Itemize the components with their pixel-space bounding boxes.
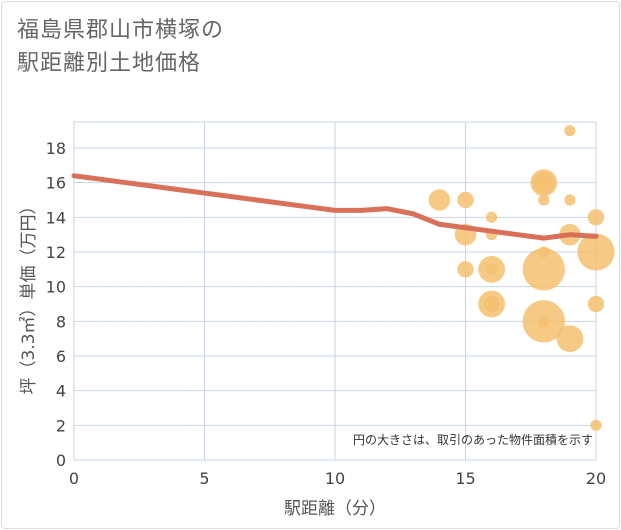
y-tick-label: 18 — [46, 139, 66, 158]
x-tick-label: 20 — [586, 469, 606, 488]
y-tick-label: 0 — [56, 451, 66, 470]
trend-line — [71, 173, 599, 241]
x-tick-label: 10 — [325, 469, 345, 488]
size-annotation: 円の大きさは、取引のあった物件面積を示す — [353, 432, 593, 447]
y-tick-label: 8 — [56, 312, 66, 331]
data-bubble — [457, 261, 474, 278]
title-line-1: 福島県郡山市横塚の — [17, 18, 225, 43]
data-bubble — [538, 194, 550, 206]
y-tick-label: 2 — [56, 416, 66, 435]
y-tick-label: 12 — [46, 243, 66, 262]
data-bubble — [538, 246, 550, 258]
data-bubble — [587, 209, 605, 226]
y-tick-label: 14 — [46, 208, 66, 227]
data-bubble — [587, 295, 605, 313]
data-bubble — [556, 325, 584, 353]
data-bubble — [564, 194, 576, 206]
x-tick-label: 15 — [455, 469, 475, 488]
chart-title: 福島県郡山市横塚の 駅距離別土地価格 — [17, 14, 224, 80]
data-bubble — [486, 263, 498, 275]
trend-series — [71, 173, 599, 241]
data-bubble — [428, 189, 451, 211]
y-tick-label: 4 — [56, 382, 66, 401]
data-bubble — [522, 248, 565, 291]
data-bubble — [483, 295, 500, 313]
grid-lines — [73, 121, 597, 461]
data-bubble — [538, 315, 550, 327]
y-tick-label: 6 — [56, 347, 66, 366]
x-axis-label: 駅距離（分） — [284, 499, 386, 519]
data-bubble — [486, 211, 498, 223]
data-bubble — [590, 419, 602, 431]
bubble-series — [428, 125, 615, 431]
data-bubble — [564, 125, 576, 137]
y-axis-label: 坪（3.3㎡）単価（万円） — [19, 197, 39, 394]
x-tick-label: 0 — [69, 469, 79, 488]
data-bubble — [533, 171, 555, 194]
y-tick-label: 10 — [46, 278, 66, 297]
data-bubble — [457, 191, 474, 209]
x-tick-label: 5 — [199, 469, 209, 488]
data-bubble — [577, 233, 615, 271]
tick-labels: 0 5 10 15 20 0 2 4 6 8 10 12 14 16 18 — [46, 139, 607, 488]
title-line-2: 駅距離別土地価格 — [17, 51, 202, 76]
y-tick-label: 16 — [46, 174, 66, 193]
